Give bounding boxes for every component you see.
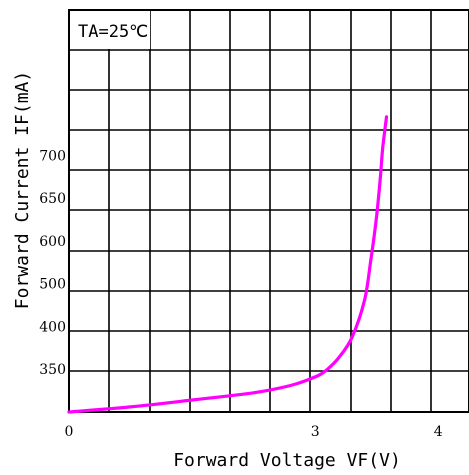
x-axis-title: Forward Voltage VF(V) xyxy=(173,450,401,471)
x-tick-labels: 0 3 4 xyxy=(65,424,443,440)
y-axis-title: Forward Current IF(mA) xyxy=(12,71,33,309)
y-tick-label: 500 xyxy=(39,277,66,293)
x-tick-label: 0 xyxy=(65,424,74,440)
x-tick-label: 3 xyxy=(311,424,320,440)
annotation-background xyxy=(70,11,150,49)
plot-frame xyxy=(68,9,469,413)
y-tick-label: 600 xyxy=(39,234,66,250)
grid xyxy=(68,9,469,413)
y-tick-label: 650 xyxy=(39,191,66,207)
series-group xyxy=(67,115,389,414)
annotation-temperature: TA=25℃ xyxy=(78,22,148,42)
y-tick-label: 700 xyxy=(39,148,66,164)
y-tick-label: 400 xyxy=(39,319,66,335)
y-tick-label: 350 xyxy=(39,362,66,378)
x-tick-label: 4 xyxy=(434,424,443,440)
y-tick-labels: 350 400 500 600 650 700 xyxy=(39,148,66,378)
series-line-0 xyxy=(67,115,389,414)
